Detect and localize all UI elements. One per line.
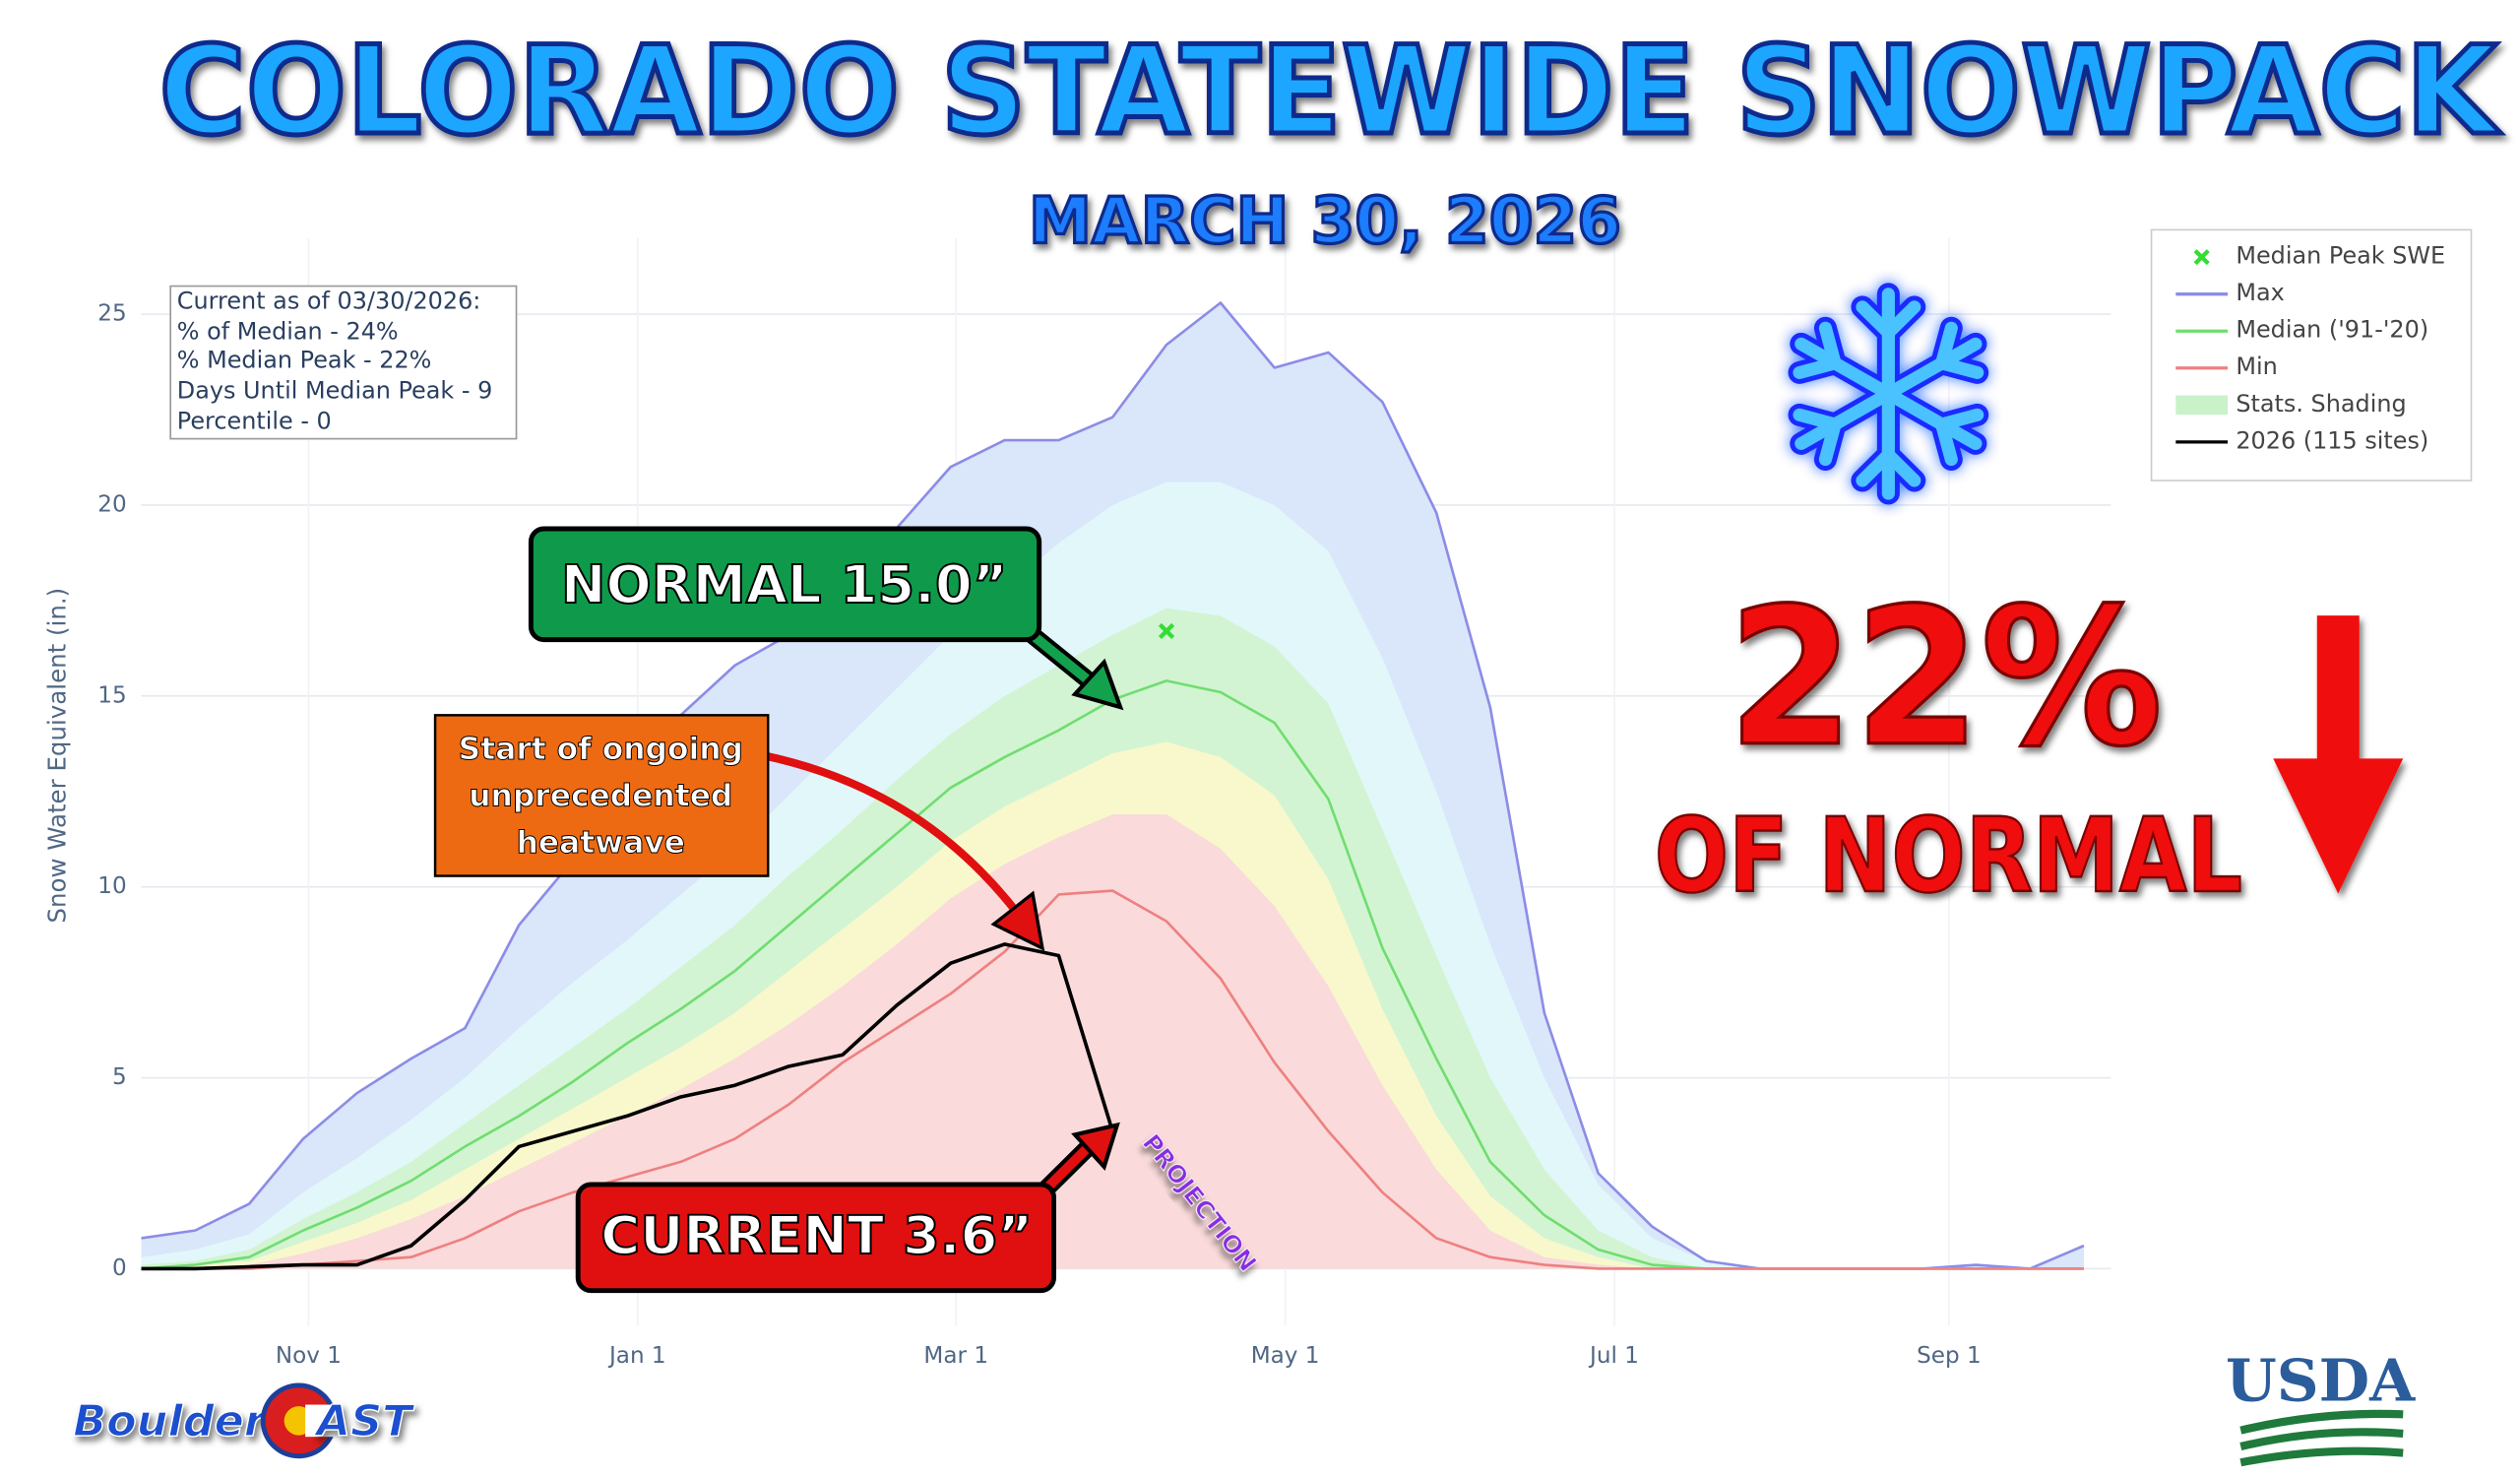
callout-text: unprecedented	[469, 779, 732, 814]
info-box: Current as of 03/30/2026: % of Median - …	[169, 285, 518, 440]
of-normal-label: OF NORMAL	[1655, 797, 2242, 916]
y-tick-label: 15	[97, 682, 126, 708]
peak-marker	[1158, 622, 1175, 639]
down-arrow-icon	[2273, 615, 2404, 894]
callout-box	[528, 526, 1042, 643]
info-line: Current as of 03/30/2026:	[177, 287, 481, 314]
arrow	[762, 751, 1024, 919]
current-callout: CURRENT 3.6”	[575, 1122, 1120, 1294]
info-line: % of Median - 24%	[177, 317, 399, 345]
y-tick-label: 0	[112, 1255, 127, 1281]
logo-swoosh	[2239, 1409, 2404, 1435]
callout-text: Start of ongoing	[459, 732, 743, 767]
legend-swatch	[2175, 395, 2229, 416]
callout-text: CURRENT 3.6”	[600, 1204, 1033, 1266]
arrow-head	[2273, 758, 2404, 894]
legend-label: Stats. Shading	[2236, 390, 2406, 417]
heatwave-callout: Start of ongoing unprecedented heatwave	[433, 714, 1045, 951]
arrow	[1021, 624, 1102, 693]
logo-c-gap	[305, 1404, 339, 1438]
usda-logo: USDA	[2226, 1347, 2416, 1467]
x-tick-label: Nov 1	[276, 1343, 342, 1369]
callout-box	[575, 1182, 1056, 1294]
x-tick-label: Sep 1	[1917, 1343, 1982, 1369]
plot-data	[141, 301, 2085, 1271]
info-line: % Median Peak - 22%	[177, 347, 432, 374]
logo-swoosh	[2239, 1446, 2404, 1467]
legend-label: Median ('91-'20)	[2236, 316, 2428, 344]
legend-label: 2026 (115 sites)	[2236, 426, 2428, 454]
title: COLORADO STATEWIDE SNOWPACK	[159, 21, 2501, 162]
series-line	[141, 889, 2084, 1270]
callout-text: NORMAL 15.0”	[561, 553, 1008, 615]
logo-text: AST	[314, 1396, 416, 1446]
y-tick-label: 5	[112, 1064, 127, 1090]
bouldercast-logo: Boulder AST	[73, 1382, 416, 1459]
series-line	[141, 942, 1114, 1271]
normal-callout: NORMAL 15.0”	[528, 526, 1124, 711]
callout-text: heatwave	[517, 825, 685, 861]
arrow-head	[1071, 1122, 1120, 1172]
shading-area	[141, 814, 2084, 1269]
logo-swoosh	[2239, 1428, 2404, 1450]
logo-text: Boulder	[73, 1396, 269, 1446]
arrow-head	[1071, 658, 1124, 711]
legend-frame	[2150, 228, 2473, 482]
snowflake-icon	[1788, 283, 1989, 505]
x-tick-label: May 1	[1251, 1343, 1320, 1369]
legend-label: Min	[2236, 353, 2277, 380]
x-tick-label: Mar 1	[923, 1343, 988, 1369]
info-box-frame	[169, 285, 518, 440]
legend-swatch	[2193, 249, 2210, 266]
subtitle: MARCH 30, 2026	[1029, 184, 1621, 259]
legend-label: Max	[2236, 279, 2284, 306]
y-tick-label: 10	[97, 873, 126, 899]
x-tick-label: Jul 1	[1588, 1343, 1639, 1369]
y-tick-label: 25	[97, 301, 126, 327]
info-line: Days Until Median Peak - 9	[177, 377, 493, 405]
logo-text: USDA	[2226, 1347, 2416, 1415]
legend-label: Median Peak SWE	[2236, 242, 2445, 270]
x-tick-label: Jan 1	[607, 1343, 666, 1369]
arrow-head	[990, 890, 1045, 951]
y-axis-label: Snow Water Equivalent (in.)	[42, 588, 71, 924]
callout-box	[433, 714, 770, 877]
info-line: Percentile - 0	[177, 408, 332, 435]
plot-area: 0 5 10 15 20 25 Nov 1 Jan 1 Mar 1 May 1 Jul 1 Sep 1	[97, 237, 2111, 1369]
y-tick-label: 20	[97, 492, 126, 518]
percent-of-normal: 22%	[1728, 567, 2163, 789]
arrow-shaft	[2316, 615, 2360, 764]
legend: Median Peak SWE Max Median ('91-'20) Min Sta…	[2150, 228, 2473, 482]
